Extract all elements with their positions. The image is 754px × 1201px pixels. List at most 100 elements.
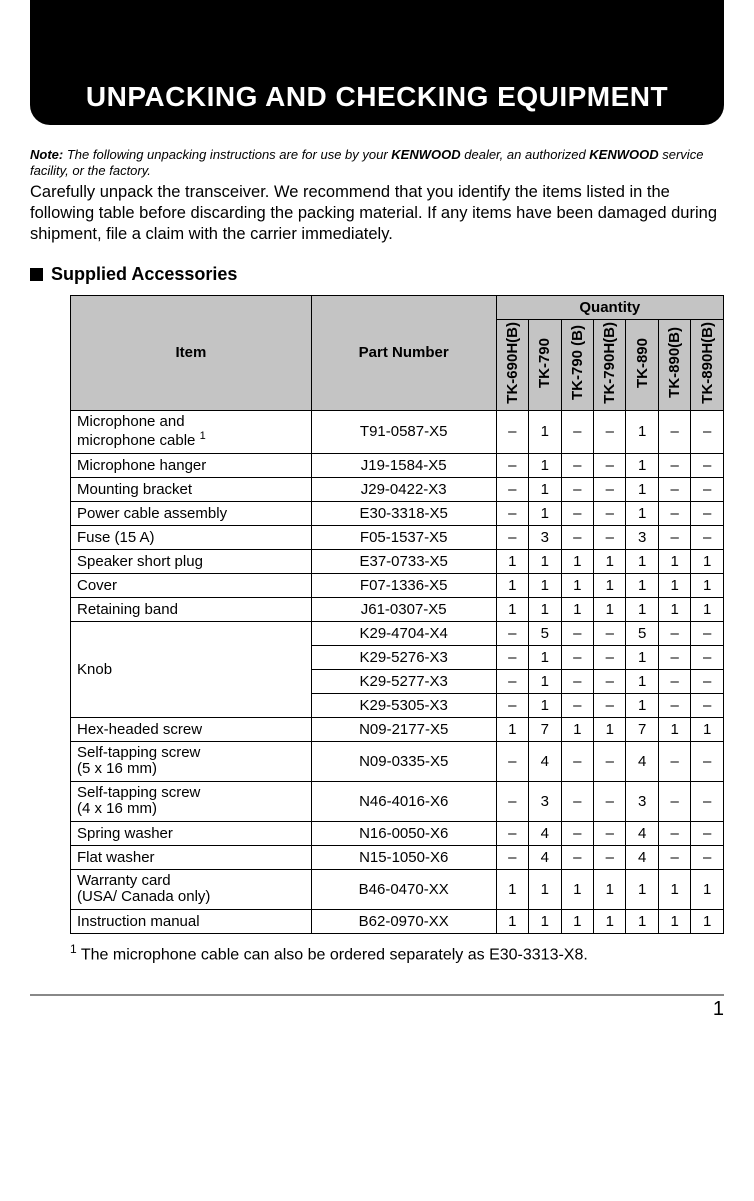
part-cell: J19-1584-X5 <box>311 453 496 477</box>
qty-cell: 1 <box>496 549 528 573</box>
qty-cell: – <box>658 477 690 501</box>
part-cell: N16-0050-X6 <box>311 821 496 845</box>
model-label: TK-890 <box>635 338 650 388</box>
qty-cell: 1 <box>691 717 724 741</box>
qty-cell: – <box>561 845 593 869</box>
qty-cell: – <box>594 645 626 669</box>
qty-cell: 1 <box>691 573 724 597</box>
item-cell: Fuse (15 A) <box>71 525 312 549</box>
qty-cell: – <box>561 410 593 453</box>
qty-cell: – <box>594 453 626 477</box>
table-row: Fuse (15 A)F05-1537-X5–3––3–– <box>71 525 724 549</box>
table-row: Warranty card(USA/ Canada only)B46-0470-… <box>71 869 724 909</box>
model-label: TK-690H(B) <box>505 322 520 404</box>
qty-cell: – <box>496 453 528 477</box>
qty-cell: – <box>496 669 528 693</box>
part-cell: J61-0307-X5 <box>311 597 496 621</box>
qty-cell: 4 <box>626 821 658 845</box>
qty-cell: – <box>561 669 593 693</box>
model-header: TK-790H(B) <box>594 319 626 410</box>
qty-cell: – <box>658 821 690 845</box>
note-brand: KENWOOD <box>391 147 460 162</box>
table-row: Self-tapping screw(5 x 16 mm)N09-0335-X5… <box>71 741 724 781</box>
part-cell: N09-2177-X5 <box>311 717 496 741</box>
table-row: Speaker short plugE37-0733-X51111111 <box>71 549 724 573</box>
part-cell: K29-4704-X4 <box>311 621 496 645</box>
qty-cell: – <box>658 410 690 453</box>
qty-cell: – <box>496 821 528 845</box>
part-cell: K29-5305-X3 <box>311 693 496 717</box>
qty-cell: – <box>691 525 724 549</box>
qty-cell: – <box>496 410 528 453</box>
part-cell: E30-3318-X5 <box>311 501 496 525</box>
model-header: TK-890 <box>626 319 658 410</box>
qty-cell: 1 <box>626 909 658 933</box>
qty-cell: – <box>496 477 528 501</box>
qty-cell: – <box>658 645 690 669</box>
part-cell: N46-4016-X6 <box>311 781 496 821</box>
qty-cell: 3 <box>529 525 561 549</box>
qty-cell: 1 <box>529 477 561 501</box>
page: UNPACKING AND CHECKING EQUIPMENT Note: T… <box>0 0 754 1041</box>
qty-cell: – <box>594 845 626 869</box>
qty-cell: 1 <box>691 549 724 573</box>
qty-cell: 1 <box>529 909 561 933</box>
qty-cell: 1 <box>496 717 528 741</box>
qty-cell: – <box>496 621 528 645</box>
qty-cell: 3 <box>626 525 658 549</box>
qty-cell: 1 <box>561 869 593 909</box>
item-cell: Microphone hanger <box>71 453 312 477</box>
item-cell: Self-tapping screw(5 x 16 mm) <box>71 741 312 781</box>
part-cell: F07-1336-X5 <box>311 573 496 597</box>
body-paragraph: Carefully unpack the transceiver. We rec… <box>30 182 724 246</box>
model-header: TK-690H(B) <box>496 319 528 410</box>
col-part-header: Part Number <box>311 295 496 410</box>
qty-cell: 1 <box>529 410 561 453</box>
item-cell: Microphone andmicrophone cable 1 <box>71 410 312 453</box>
qty-cell: 1 <box>626 869 658 909</box>
part-cell: T91-0587-X5 <box>311 410 496 453</box>
qty-cell: – <box>691 845 724 869</box>
qty-cell: 1 <box>626 410 658 453</box>
table-row: Power cable assemblyE30-3318-X5–1––1–– <box>71 501 724 525</box>
qty-cell: 1 <box>529 869 561 909</box>
qty-cell: 1 <box>626 549 658 573</box>
qty-cell: 1 <box>529 573 561 597</box>
note-part-b: dealer, an authorized <box>461 147 590 162</box>
qty-cell: – <box>561 477 593 501</box>
qty-cell: 1 <box>496 909 528 933</box>
qty-cell: 1 <box>594 909 626 933</box>
qty-cell: 7 <box>529 717 561 741</box>
item-cell: Warranty card(USA/ Canada only) <box>71 869 312 909</box>
qty-cell: – <box>691 477 724 501</box>
qty-cell: 4 <box>626 845 658 869</box>
part-cell: N09-0335-X5 <box>311 741 496 781</box>
qty-cell: 1 <box>691 909 724 933</box>
qty-cell: 4 <box>626 741 658 781</box>
qty-cell: 1 <box>658 573 690 597</box>
qty-cell: – <box>496 645 528 669</box>
qty-cell: 5 <box>529 621 561 645</box>
accessories-table-wrap: Item Part Number Quantity TK-690H(B)TK-7… <box>70 295 724 934</box>
accessories-table: Item Part Number Quantity TK-690H(B)TK-7… <box>70 295 724 934</box>
qty-cell: – <box>658 501 690 525</box>
qty-cell: – <box>658 845 690 869</box>
header-block: UNPACKING AND CHECKING EQUIPMENT <box>30 0 724 125</box>
table-row: Spring washerN16-0050-X6–4––4–– <box>71 821 724 845</box>
model-label: TK-790H(B) <box>602 322 617 404</box>
col-item-header: Item <box>71 295 312 410</box>
qty-cell: 1 <box>594 717 626 741</box>
table-row: Microphone andmicrophone cable 1T91-0587… <box>71 410 724 453</box>
qty-cell: 1 <box>561 909 593 933</box>
item-cell: Spring washer <box>71 821 312 845</box>
section-label: Supplied Accessories <box>51 264 237 284</box>
model-header: TK-890(B) <box>658 319 690 410</box>
section-heading: Supplied Accessories <box>30 264 724 285</box>
item-cell: Flat washer <box>71 845 312 869</box>
part-cell: E37-0733-X5 <box>311 549 496 573</box>
note-part-a: The following unpacking instructions are… <box>67 147 391 162</box>
note-prefix: Note: <box>30 147 63 162</box>
qty-cell: 1 <box>594 549 626 573</box>
model-label: TK-890H(B) <box>700 322 715 404</box>
qty-cell: – <box>561 453 593 477</box>
